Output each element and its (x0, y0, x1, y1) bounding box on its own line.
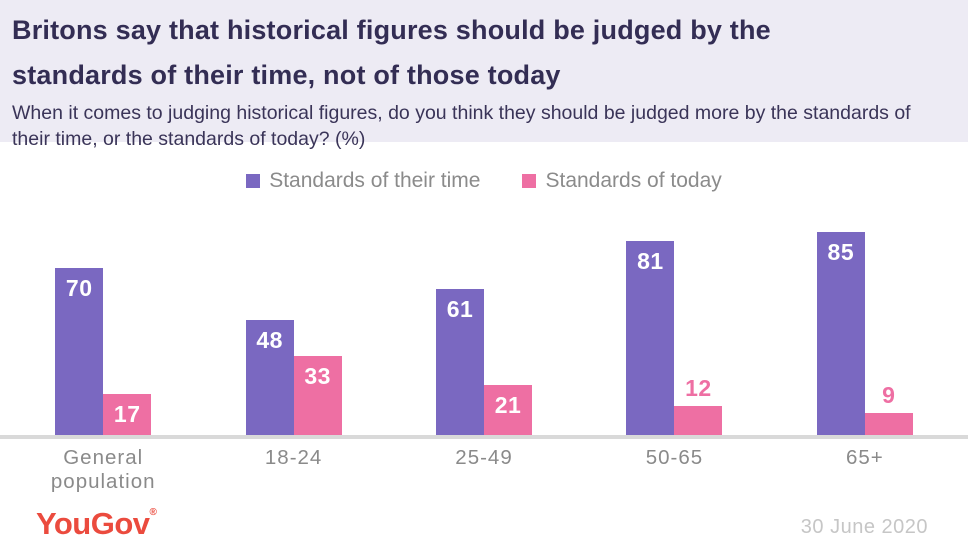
chart-subtitle: When it comes to judging historical figu… (12, 102, 911, 150)
bar-wrap: 70 (55, 268, 104, 435)
bar-value-label: 9 (882, 382, 896, 408)
bar-group: 48 33 (198, 210, 388, 435)
registered-trademark-icon: ® (149, 507, 157, 518)
bar-value-label: 61 (446, 296, 474, 322)
category-label: 25-49 (455, 446, 513, 469)
category-label: 65+ (845, 446, 884, 469)
bar-standards-of-their-time: 48 (245, 320, 294, 435)
category-axis-labels: General population 18-24 25-49 50-65 65+ (0, 446, 968, 494)
bar-group: 70 17 (8, 210, 198, 435)
bar-wrap: 81 (626, 241, 675, 435)
bar-value-label: 70 (65, 275, 93, 301)
category-label: 50-65 (645, 446, 704, 469)
bar-value-label: 33 (304, 363, 331, 389)
bar-standards-of-today (864, 413, 913, 435)
x-axis-line (0, 435, 968, 439)
bar-wrap: 33 (293, 356, 342, 435)
legend: Standards of their time Standards of tod… (0, 168, 968, 194)
bar-value-label: 17 (113, 401, 141, 427)
bar-wrap: 21 (484, 385, 533, 435)
bar-standards-of-today: 17 (103, 394, 152, 435)
bar-standards-of-their-time: 85 (816, 232, 865, 435)
bar-value-label: 12 (685, 375, 712, 401)
bar-standards-of-today: 21 (484, 385, 533, 435)
bar-group: 61 21 (389, 210, 579, 435)
bar-value-label: 21 (494, 392, 522, 418)
legend-label: Standards of their time (269, 169, 481, 192)
legend-item-today: Standards of today (522, 169, 722, 193)
bar-wrap: 48 (245, 320, 294, 435)
legend-swatch-purple-icon (246, 174, 261, 188)
bar-chart-plot-area: 70 17 48 33 61 21 81 12 85 9 (0, 210, 968, 435)
footer: YouGov® 30 June 2020 (0, 508, 968, 545)
bar-wrap: 61 (436, 289, 485, 435)
bar-group: 81 12 (579, 210, 769, 435)
category-label: General population (50, 446, 156, 493)
bar-wrap: 17 (103, 394, 152, 435)
bar-value-label: 81 (637, 248, 664, 274)
publication-date: 30 June 2020 (800, 516, 928, 538)
legend-swatch-pink-icon (522, 174, 537, 188)
bar-standards-of-their-time: 61 (436, 289, 485, 435)
bar-standards-of-today: 33 (293, 356, 342, 435)
bar-wrap: 9 (864, 382, 913, 435)
bar-value-label: 48 (256, 327, 283, 353)
yougov-logo: YouGov® (36, 506, 157, 541)
bar-group: 85 9 (770, 210, 960, 435)
bar-wrap: 85 (816, 232, 865, 435)
category-label: 18-24 (264, 446, 323, 469)
legend-item-their-time: Standards of their time (246, 169, 480, 193)
bar-standards-of-their-time: 70 (55, 268, 104, 435)
bar-value-label: 85 (827, 239, 855, 265)
bar-standards-of-today (674, 406, 723, 435)
bar-wrap: 12 (674, 375, 723, 435)
legend-label: Standards of today (545, 169, 722, 192)
chart-title: Britons say that historical figures shou… (12, 15, 771, 90)
header: Britons say that historical figures shou… (0, 0, 968, 150)
bar-standards-of-their-time: 81 (626, 241, 675, 435)
